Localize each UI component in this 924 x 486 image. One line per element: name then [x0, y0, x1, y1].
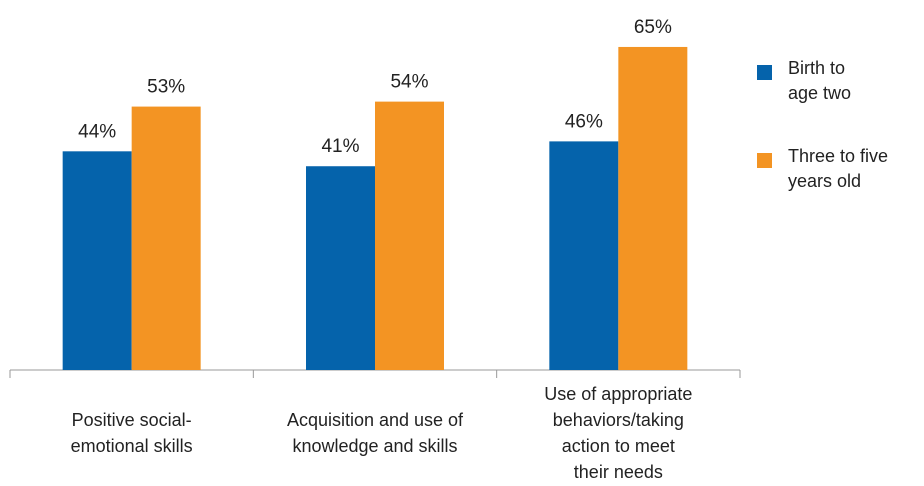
- value-label: 44%: [78, 121, 116, 142]
- legend-swatch: [757, 65, 772, 80]
- legend-swatch: [757, 153, 772, 168]
- legend-label: Birth to age two: [788, 58, 852, 103]
- bar: [618, 46, 688, 370]
- x-tick-label: Positive social- emotional skills: [70, 410, 193, 456]
- legend-label: Three to five years old: [788, 146, 889, 191]
- value-label: 53%: [147, 77, 185, 98]
- bar: [549, 141, 619, 370]
- bar: [375, 101, 444, 371]
- value-label: 65%: [634, 17, 672, 38]
- x-tick-label: Acquisition and use of knowledge and ski…: [286, 410, 464, 456]
- value-label: 54%: [390, 72, 428, 93]
- bar: [306, 166, 375, 370]
- value-label: 41%: [321, 136, 359, 157]
- bar: [62, 151, 132, 370]
- x-tick-label: Use of appropriate behaviors/taking acti…: [544, 384, 693, 482]
- bar: [131, 106, 201, 370]
- value-label: 46%: [565, 111, 603, 132]
